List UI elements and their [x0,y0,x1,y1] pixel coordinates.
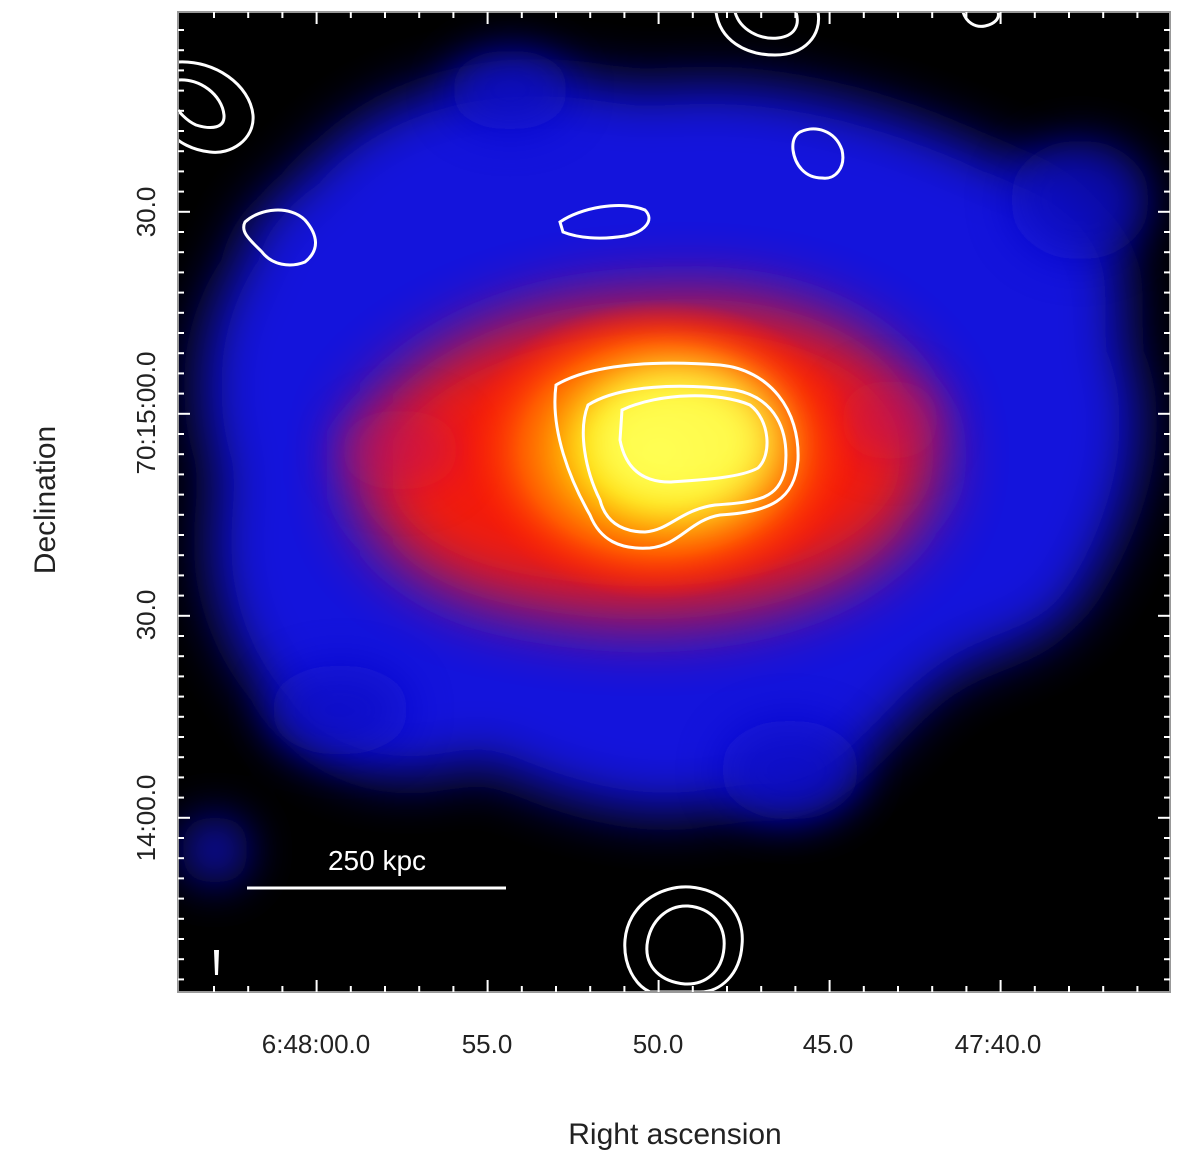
scale-bar-label: 250 kpc [328,845,426,876]
contour-lines [178,12,1000,992]
marker-arrow-icon [214,950,219,975]
y-tick-labels: 30.0 70:15:00.0 30.0 14:00.0 [131,187,161,862]
x-tick-label: 6:48:00.0 [262,1029,370,1059]
emission-image: 250 kpc [178,12,1170,992]
y-axis-title: Declination [29,425,62,575]
x-tick-label: 55.0 [462,1029,513,1059]
scale-bar: 250 kpc [247,845,506,890]
axis-ticks [178,12,1170,992]
y-tick-label: 70:15:00.0 [131,352,161,475]
x-axis-title: Right ascension [568,1118,782,1151]
y-tick-label: 30.0 [131,590,161,641]
x-tick-labels: 6:48:00.0 55.0 50.0 45.0 47:40.0 [262,1029,1042,1059]
y-tick-label: 14:00.0 [131,775,161,862]
x-tick-label: 45.0 [803,1029,854,1059]
y-tick-label: 30.0 [131,187,161,238]
plot-frame [177,11,1171,993]
x-tick-label: 50.0 [633,1029,684,1059]
x-tick-label: 47:40.0 [955,1029,1042,1059]
